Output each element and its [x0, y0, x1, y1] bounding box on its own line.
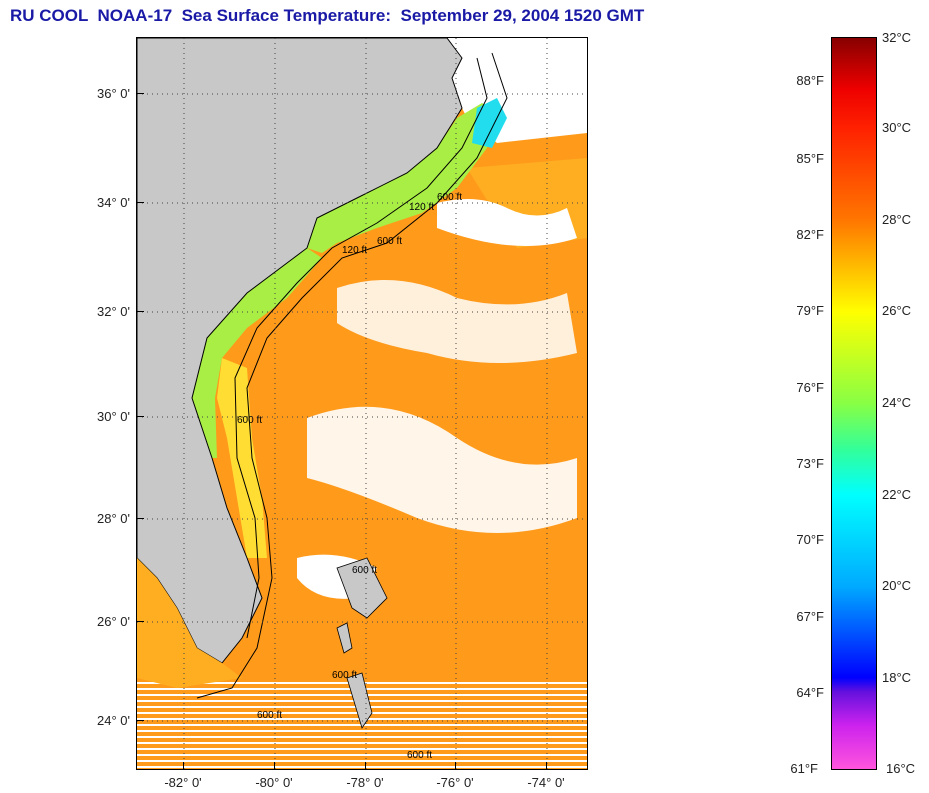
gulf-water	[137, 458, 242, 688]
bathymetry-contour	[234, 57, 488, 639]
latitude-label: 24° 0'	[97, 713, 130, 728]
longitude-label: -76° 0'	[436, 775, 474, 790]
celsius-label: 18°C	[882, 670, 912, 685]
celsius-label: 20°C	[882, 578, 912, 593]
celsius-label: 26°C	[882, 303, 912, 318]
longitude-label: -82° 0'	[164, 775, 202, 790]
fahrenheit-label: 73°F	[796, 456, 824, 471]
latitude-label: 34° 0'	[97, 195, 130, 210]
longitude-label: -80° 0'	[255, 775, 293, 790]
longitude-label: -74° 0'	[527, 775, 565, 790]
contour-label: 120 ft	[409, 202, 434, 213]
fahrenheit-label: 76°F	[796, 380, 824, 395]
contour-label: 600 ft	[407, 750, 432, 761]
latitude-label: 28° 0'	[97, 511, 130, 526]
bahamas-island	[336, 622, 353, 654]
map-gridlines	[137, 38, 587, 769]
bahamas-island	[346, 672, 373, 729]
sst-map: 120 ft 600 ft 120 ft 600 ft 600 ft 600 f…	[136, 37, 588, 770]
fahrenheit-label: 85°F	[796, 151, 824, 166]
celsius-label: 22°C	[882, 487, 912, 502]
latitude-label: 26° 0'	[97, 614, 130, 629]
contour-label: 600 ft	[352, 565, 377, 576]
image-title: RU COOL NOAA-17 Sea Surface Temperature:…	[10, 6, 645, 25]
cloud-patch	[437, 199, 577, 246]
fahrenheit-label: 61°F	[790, 761, 818, 776]
latitude-label: 32° 0'	[97, 304, 130, 319]
cloud-patch	[307, 406, 577, 533]
contour-label: 600 ft	[237, 415, 262, 426]
bathymetry-contour	[196, 52, 508, 699]
longitude-label: -78° 0'	[346, 775, 384, 790]
bahamas-island	[336, 557, 388, 619]
fahrenheit-label: 88°F	[796, 73, 824, 88]
sst-map-graphic: 120 ft 600 ft 120 ft 600 ft 600 ft 600 f…	[137, 38, 587, 769]
contour-label: 600 ft	[332, 670, 357, 681]
fahrenheit-label: 67°F	[796, 609, 824, 624]
fahrenheit-label: 70°F	[796, 532, 824, 547]
celsius-label: 28°C	[882, 212, 912, 227]
latitude-label: 36° 0'	[97, 86, 130, 101]
contour-label: 600 ft	[377, 236, 402, 247]
celsius-label: 24°C	[882, 395, 912, 410]
shelf-green-water	[307, 103, 497, 253]
fahrenheit-label: 82°F	[796, 227, 824, 242]
latitude-label: 30° 0'	[97, 409, 130, 424]
contour-label: 600 ft	[257, 710, 282, 721]
temperature-colorbar	[831, 37, 877, 770]
contour-label: 600 ft	[437, 192, 462, 203]
fahrenheit-label: 64°F	[796, 685, 824, 700]
cloud-patch	[337, 280, 577, 363]
celsius-label: 16°C	[886, 761, 916, 776]
fahrenheit-label: 79°F	[796, 303, 824, 318]
celsius-label: 32°C	[882, 30, 912, 45]
contour-label: 120 ft	[342, 245, 367, 256]
celsius-label: 30°C	[882, 120, 912, 135]
nearshore-yellow-water	[217, 358, 267, 558]
